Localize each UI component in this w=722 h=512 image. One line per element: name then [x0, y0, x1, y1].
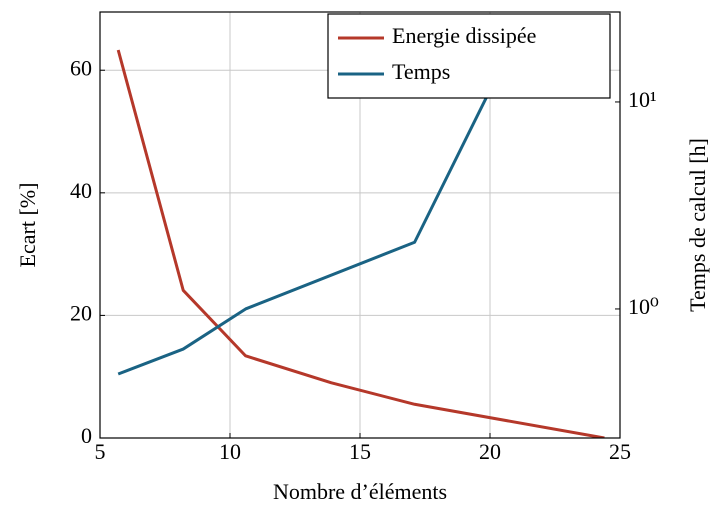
x-tick-label: 20 [479, 439, 501, 464]
legend-box [327, 13, 611, 99]
y-tick-label: 60 [70, 55, 92, 80]
x-tick-label: 5 [95, 439, 106, 464]
x-axis-label: Nombre d’éléments [273, 479, 447, 504]
y2-tick-label: 10⁰ [628, 294, 659, 319]
y-tick-label: 20 [70, 300, 92, 325]
legend-label: Temps [392, 59, 450, 84]
x-tick-label: 25 [609, 439, 631, 464]
y-axis-label: Ecart [%] [15, 183, 40, 268]
y2-axis-label: Temps de calcul [h] [685, 138, 710, 312]
data-line [116, 49, 605, 438]
data-line [117, 89, 492, 376]
x-tick-label: 10 [219, 439, 241, 464]
plot-frame [99, 11, 621, 439]
x-tick-label: 15 [349, 439, 371, 464]
legend-label: Energie dissipée [392, 23, 536, 48]
y2-tick-label: 10¹ [628, 87, 657, 112]
y-tick-label: 40 [70, 178, 92, 203]
plot-area [116, 49, 605, 438]
y-tick-label: 0 [81, 423, 92, 448]
